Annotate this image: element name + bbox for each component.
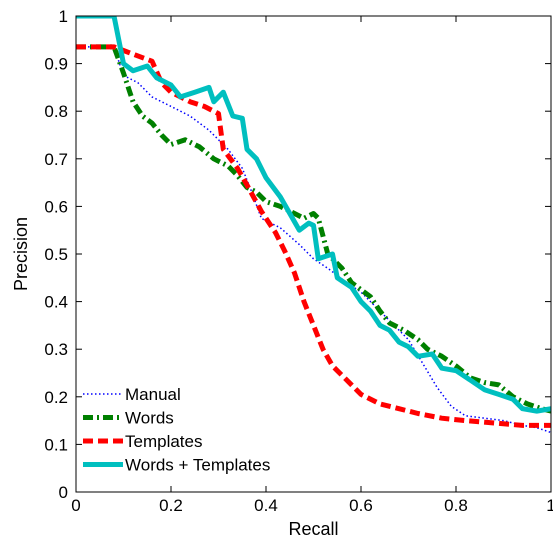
y-tick-label: 0.8 xyxy=(44,102,68,121)
x-tick-label: 0.4 xyxy=(254,496,278,515)
plot-area xyxy=(76,16,551,434)
series-line-words-templates xyxy=(76,16,551,414)
plot-layer xyxy=(76,16,551,434)
y-tick-label: 0.6 xyxy=(44,197,68,216)
y-tick-label: 0.2 xyxy=(44,388,68,407)
legend-label-manual: Manual xyxy=(125,385,181,404)
x-tick-label: 0.2 xyxy=(159,496,183,515)
y-tick-label: 0.9 xyxy=(44,55,68,74)
y-tick-label: 0.3 xyxy=(44,340,68,359)
axes-layer: 0 0.2 0.4 0.6 0.8 1 0 0.1 0.2 0.3 0.4 0.5 0.6 0.7 0.8 0… xyxy=(44,7,553,515)
series-line-templates xyxy=(76,44,551,428)
y-axis-label: Precision xyxy=(11,217,31,291)
x-tick-label: 0 xyxy=(71,496,80,515)
x-tick-label: 1 xyxy=(546,496,553,515)
legend-label-words: Words xyxy=(125,409,174,428)
y-tick-label: 0.1 xyxy=(44,435,68,454)
series-line-words xyxy=(76,44,551,414)
y-tick-label: 0 xyxy=(59,483,68,502)
y-tick-label: 0.5 xyxy=(44,245,68,264)
legend-label-words-templates: Words + Templates xyxy=(125,456,270,475)
legend: Manual Words Templates Words + Templates xyxy=(83,385,270,475)
y-tick-label: 0.4 xyxy=(44,293,68,312)
y-tick-label: 1 xyxy=(59,7,68,26)
x-tick-label: 0.6 xyxy=(349,496,373,515)
y-tick-label: 0.7 xyxy=(44,150,68,169)
legend-label-templates: Templates xyxy=(125,432,202,451)
x-tick-label: 0.8 xyxy=(444,496,468,515)
x-axis-label: Recall xyxy=(288,519,338,539)
